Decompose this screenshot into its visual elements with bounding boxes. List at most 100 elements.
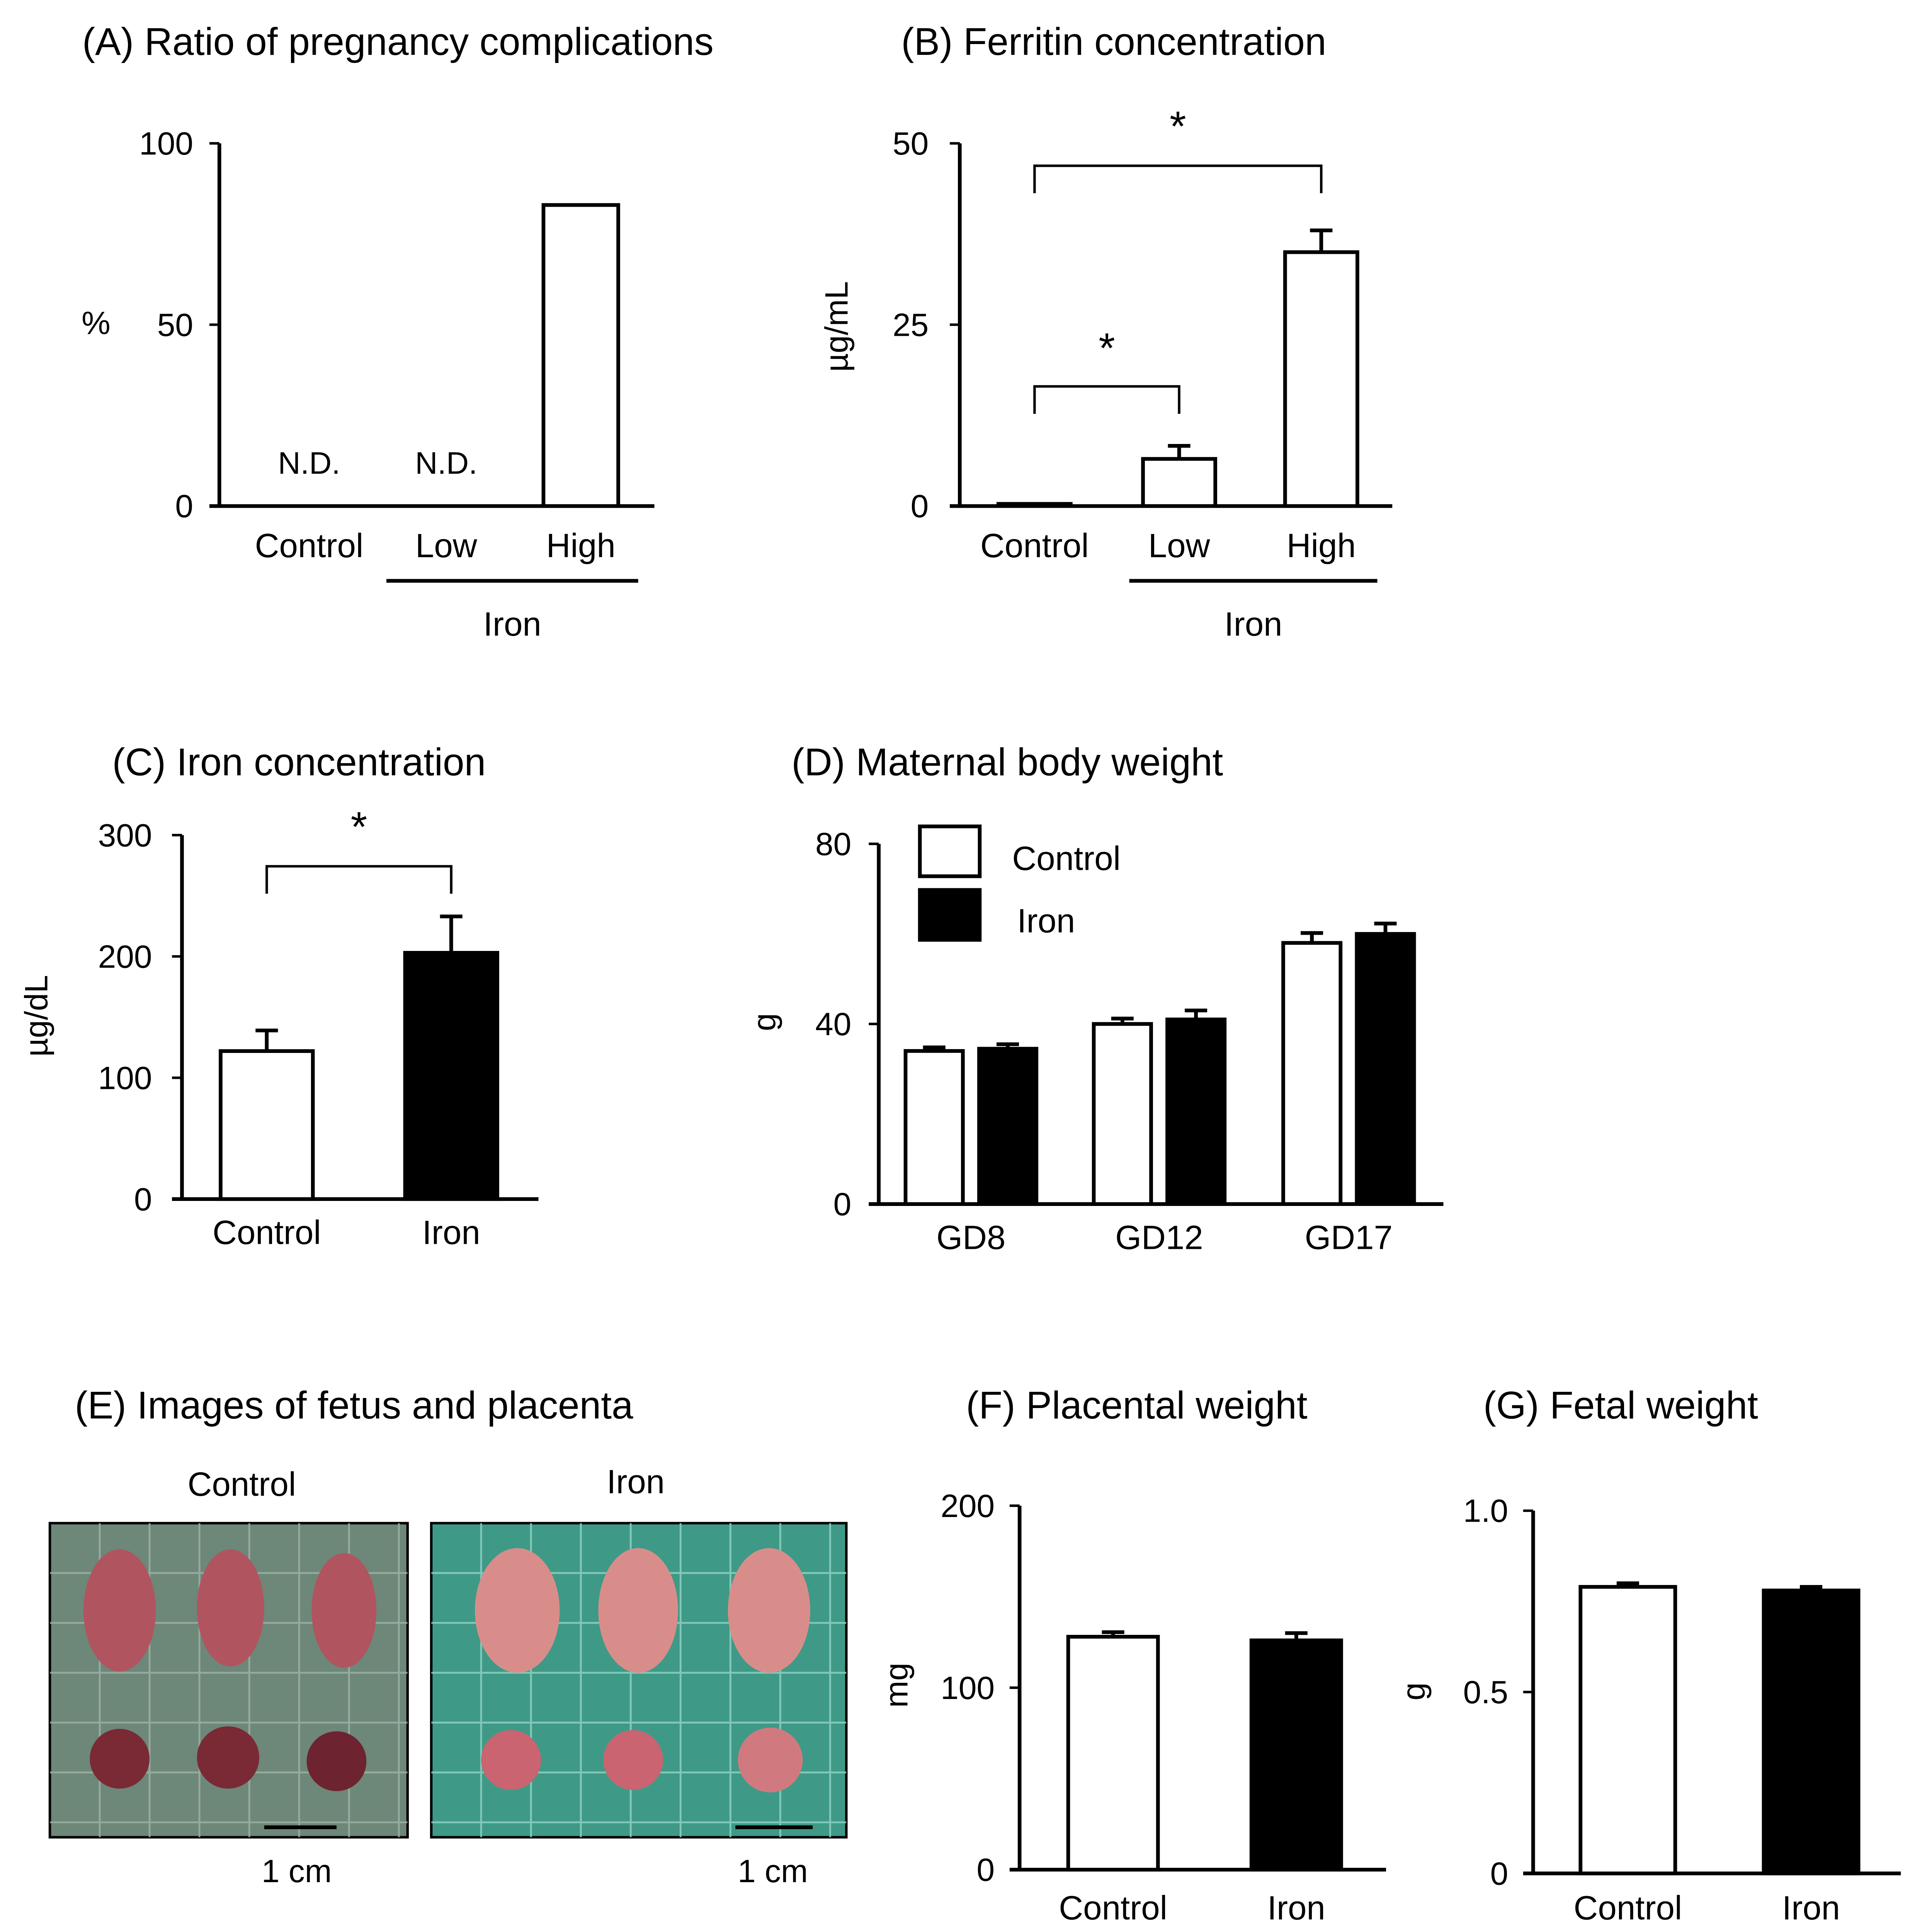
chart-placental-weight: 0 100 200 mg Control Iron [878,1488,1386,1927]
d-y-axis-label: g [746,1013,782,1031]
c-y-tick-label: 200 [98,938,152,975]
c-bar-control [219,1049,315,1201]
a-group-label: Iron [483,605,541,643]
panel-f-title: (F) Placental weight [966,1384,1308,1427]
chart-ferritin: 0 25 50 µg/mL Control Low High Iron * * [818,103,1393,643]
g-y-tick-label: 1.0 [1463,1493,1509,1529]
iron-fetus-3 [728,1548,810,1673]
f-bar-control [1066,1635,1160,1872]
panel-e-title: (E) Images of fetus and placenta [75,1384,633,1427]
d-bar-iron-gd12 [1165,1017,1227,1206]
a-y-tick-label: 100 [139,125,193,162]
b-x-label-low: Low [1148,527,1211,565]
g-bar-control [1578,1585,1677,1876]
control-photo [48,1522,409,1839]
b-y-tick-label: 25 [893,306,929,343]
control-placenta-1 [90,1729,150,1789]
b-y-tick-label: 50 [893,125,929,162]
iron-placenta-1 [481,1730,541,1790]
iron-placenta-3 [738,1727,803,1793]
f-bar-iron [1249,1638,1343,1872]
c-y-tick-label: 300 [98,817,152,853]
d-bar-control-gd12 [1092,1022,1153,1206]
d-y-tick-label: 0 [833,1186,852,1222]
b-significance-bracket [1033,164,1323,193]
c-y-tick-label: 0 [134,1181,152,1217]
d-legend-swatch-control [918,824,982,878]
panel-c-title: (C) Iron concentration [112,740,486,784]
scale-label-iron: 1 cm [738,1853,808,1889]
control-fetus-1 [83,1549,156,1672]
a-nd-label-low: N.D. [415,446,477,481]
g-y-tick-label: 0.5 [1463,1674,1509,1710]
c-bar-iron [403,951,499,1201]
f-x-label-iron: Iron [1267,1889,1325,1927]
b-y-tick-label: 0 [911,488,929,524]
f-y-tick-label: 0 [977,1852,995,1888]
b-bar-control [997,502,1073,508]
f-y-tick-label: 200 [940,1488,995,1524]
d-y-tick-label: 40 [815,1006,851,1042]
chart-maternal-body-weight: 0 40 80 g GD8 GD12 GD17 Control Iron [746,824,1444,1256]
image-label-control: Control [187,1466,296,1503]
a-y-tick-label: 0 [175,488,193,524]
chart-pregnancy-complications: 0 50 100% Control Low High N.D. N.D. Iron [82,125,655,643]
b-significance-star: * [1170,103,1186,150]
control-fetus-3 [311,1553,377,1668]
iron-fetus-1 [475,1548,560,1673]
image-label-iron: Iron [607,1463,665,1501]
panel-e-images: Control Iron [48,1463,848,1889]
a-x-label-low: Low [415,527,478,565]
g-x-label-control: Control [1574,1889,1682,1927]
d-bar-iron-gd8 [977,1047,1039,1206]
panel-g-title: (G) Fetal weight [1483,1384,1758,1427]
b-group-label: Iron [1225,605,1282,643]
g-y-tick-label: 0 [1490,1855,1509,1891]
d-legend-label-iron: Iron [1017,902,1075,940]
a-bar-high [541,203,620,508]
a-x-label-high: High [546,527,616,565]
d-x-label-gd17: GD17 [1305,1219,1393,1256]
c-x-label-iron: Iron [422,1214,480,1251]
iron-photo [430,1522,848,1839]
scale-label-control: 1 cm [262,1853,332,1889]
d-y-tick-label: 80 [815,826,851,862]
d-bar-iron-gd17 [1355,932,1416,1206]
panel-d-title: (D) Maternal body weight [791,740,1223,784]
f-y-tick-label: 100 [940,1670,995,1706]
c-y-axis-label: µg/dL [18,975,54,1057]
control-placenta-2 [197,1726,259,1789]
g-y-axis-label: g [1395,1682,1432,1701]
a-nd-label-control: N.D. [278,446,340,481]
control-fetus-2 [197,1549,264,1667]
b-significance-bracket [1033,385,1180,414]
f-x-label-control: Control [1059,1889,1167,1927]
panel-b-title: (B) Ferritin concentration [901,20,1326,63]
c-x-label-control: Control [213,1214,321,1251]
f-y-axis-label: mg [878,1663,914,1708]
d-bar-control-gd8 [903,1049,965,1206]
b-y-axis-label: µg/mL [818,281,855,372]
panel-a-title: (A) Ratio of pregnancy complications [82,20,714,63]
d-x-label-gd12: GD12 [1115,1219,1203,1256]
iron-fetus-2 [598,1548,678,1673]
control-placenta-3 [306,1731,367,1791]
d-x-label-gd8: GD8 [936,1219,1005,1256]
b-bar-low [1141,457,1217,508]
chart-fetal-weight: 0 0.5 1.0 g Control Iron [1395,1493,1901,1927]
c-y-tick-label: 100 [98,1060,152,1096]
b-x-label-control: Control [980,527,1089,565]
d-bar-control-gd17 [1281,941,1343,1206]
b-x-label-high: High [1287,527,1356,565]
a-y-tick-label: 50 [157,306,193,343]
g-bar-iron [1762,1588,1861,1876]
c-significance-star: * [351,803,367,850]
iron-placenta-2 [603,1730,663,1790]
b-bar-high [1283,250,1359,508]
chart-iron-concentration: 0 100 200 300 µg/dL Control Iron * [18,803,539,1251]
d-legend-label-control: Control [1012,840,1121,878]
a-x-label-control: Control [255,527,364,565]
c-significance-bracket [265,865,452,894]
a-y-axis-label: % [82,305,111,341]
